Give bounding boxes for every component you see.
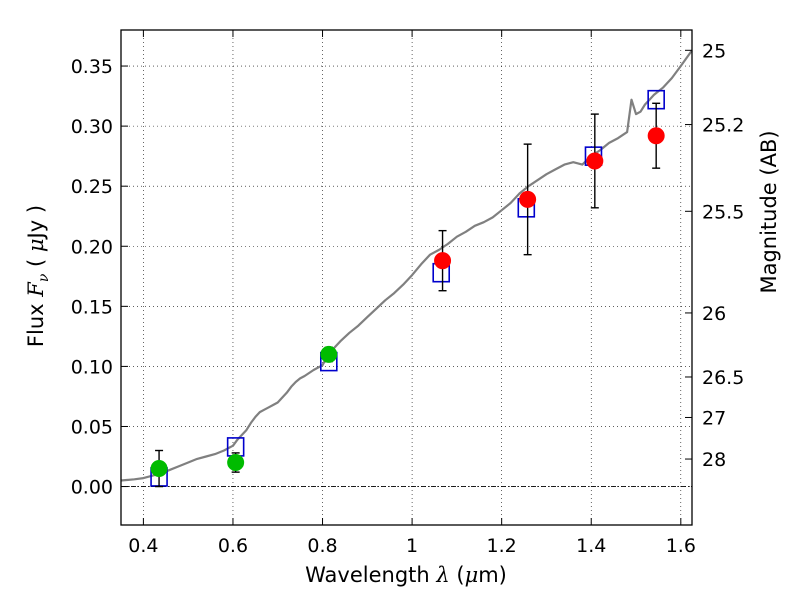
y-tick-label: 0.25 (71, 176, 113, 198)
x-tick-label: 1.4 (576, 535, 606, 557)
magnitude-tick-label: 28 (702, 449, 726, 471)
x-tick-label: 1 (406, 535, 418, 557)
y-tick-label: 0.05 (71, 416, 113, 438)
magnitude-tick-label: 26 (702, 303, 726, 325)
magnitude-tick-label: 25 (702, 40, 726, 62)
y-tick-label: 0.00 (71, 477, 113, 499)
magnitude-tick-label: 25.2 (702, 115, 744, 137)
photometry-point (434, 252, 452, 270)
y-tick-label: 0.35 (71, 56, 113, 78)
photometry-point (647, 127, 665, 145)
photometry-point (227, 454, 245, 472)
photometry-point (150, 460, 168, 478)
spectrum-line (120, 49, 693, 482)
magnitude-tick-label: 27 (702, 407, 726, 429)
y-tick-label: 0.10 (71, 356, 113, 378)
grid-lines (121, 30, 692, 525)
y-tick-label: 0.15 (71, 296, 113, 318)
x-tick-label: 0.4 (128, 535, 158, 557)
x-tick-label: 1.2 (487, 535, 517, 557)
x-tick-label: 0.8 (307, 535, 337, 557)
magnitude-axis-label: Magnitude (AB) (757, 130, 781, 293)
photometry-point (519, 190, 537, 208)
axis-ticks: 0.4 0.6 0.8 1 1.2 1.4 1.6 0.00 0.05 0.10 0.15 0.20 0… (71, 30, 744, 557)
magnitude-tick-label: 25.5 (702, 201, 744, 223)
x-axis-label: Wavelength λ (μm) (305, 563, 507, 587)
photometry-point (320, 345, 338, 363)
x-tick-label: 1.6 (666, 535, 696, 557)
y-tick-label: 0.20 (71, 236, 113, 258)
y-tick-label: 0.30 (71, 116, 113, 138)
photometry-point (586, 152, 604, 170)
magnitude-tick-label: 26.5 (702, 367, 744, 389)
data-series (120, 49, 693, 488)
plot-frame (120, 29, 693, 526)
x-tick-label: 0.6 (218, 535, 248, 557)
y-axis-label: Flux Fν ( μJy ) (24, 205, 52, 347)
